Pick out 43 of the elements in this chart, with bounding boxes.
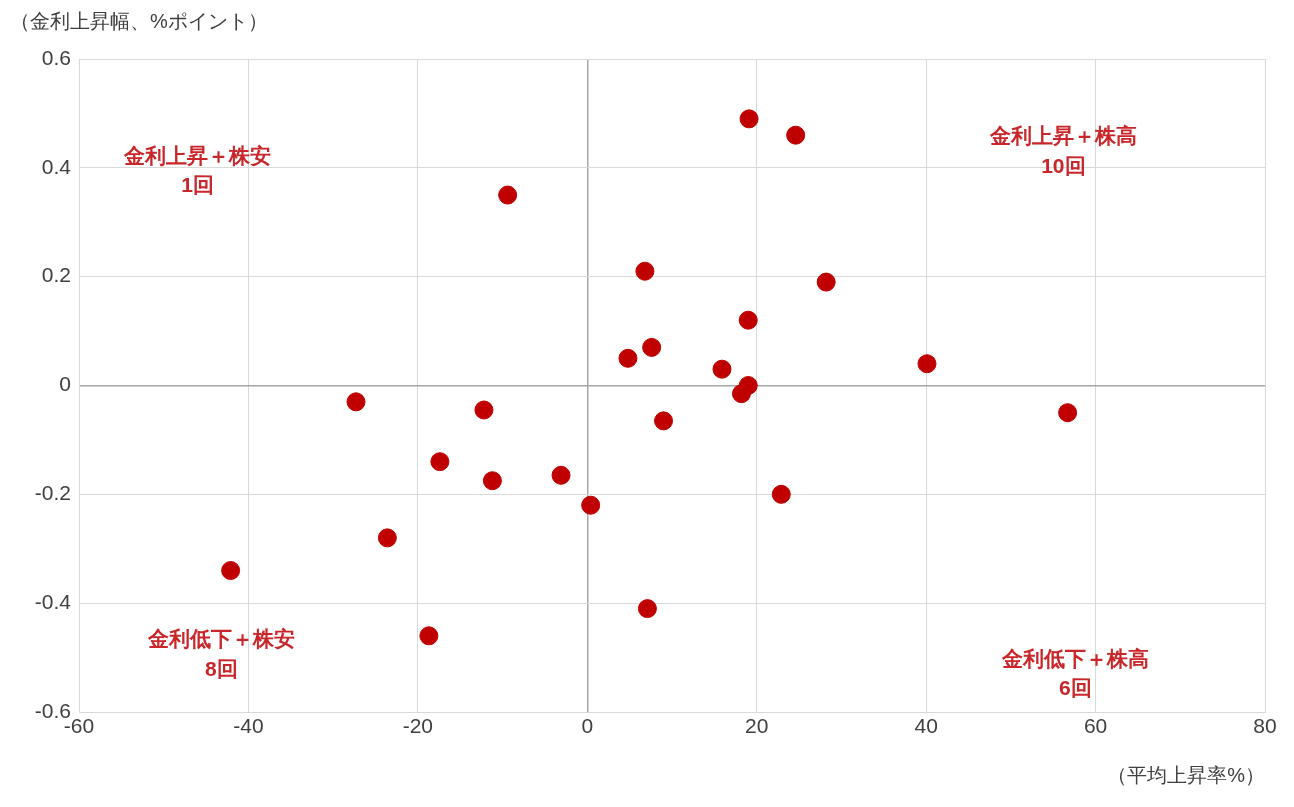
x-tick-label: 0	[581, 714, 594, 738]
point	[739, 109, 759, 129]
x-axis-title: （平均上昇率%）	[1107, 763, 1265, 788]
point	[771, 484, 791, 504]
annotation: 金利低下＋株安 8回	[147, 625, 295, 682]
point	[654, 411, 674, 431]
point	[581, 495, 601, 515]
point	[712, 359, 732, 379]
point	[816, 272, 836, 292]
y-tick-label: 0.6	[41, 45, 71, 69]
point	[635, 261, 655, 281]
point	[917, 354, 937, 374]
y-tick-label: 0.4	[41, 154, 72, 178]
point	[642, 337, 662, 357]
y-tick-label: -0.2	[34, 481, 71, 505]
point	[786, 125, 806, 145]
point	[498, 185, 518, 205]
annotation: 金利低下＋株高 6回	[1001, 645, 1149, 701]
annotation: 金利上昇＋株安 1回	[124, 142, 272, 198]
x-tick-label: 80	[1253, 714, 1277, 738]
y-axis-title: （金利上昇幅、%ポイント）	[10, 9, 268, 34]
x-tick-label: 40	[914, 714, 938, 738]
x-tick-label: 20	[745, 714, 769, 738]
point	[377, 528, 397, 548]
point	[1058, 403, 1078, 423]
point	[346, 392, 366, 412]
point	[419, 626, 439, 646]
point	[221, 561, 241, 581]
point	[637, 599, 657, 619]
x-tick-label: 60	[1083, 714, 1108, 738]
y-tick-label: 0.2	[41, 263, 71, 287]
point	[474, 400, 494, 420]
y-tick-label: 0	[59, 372, 71, 396]
x-tick-label: -40	[233, 714, 264, 738]
point	[551, 465, 571, 485]
point	[482, 471, 502, 491]
x-tick-label: -20	[402, 714, 434, 738]
point	[430, 452, 450, 472]
annotation: 金利上昇＋株高 10回	[989, 123, 1137, 179]
point	[738, 310, 758, 330]
point	[618, 348, 638, 368]
point	[731, 384, 751, 404]
y-tick-label: -0.4	[34, 589, 72, 613]
